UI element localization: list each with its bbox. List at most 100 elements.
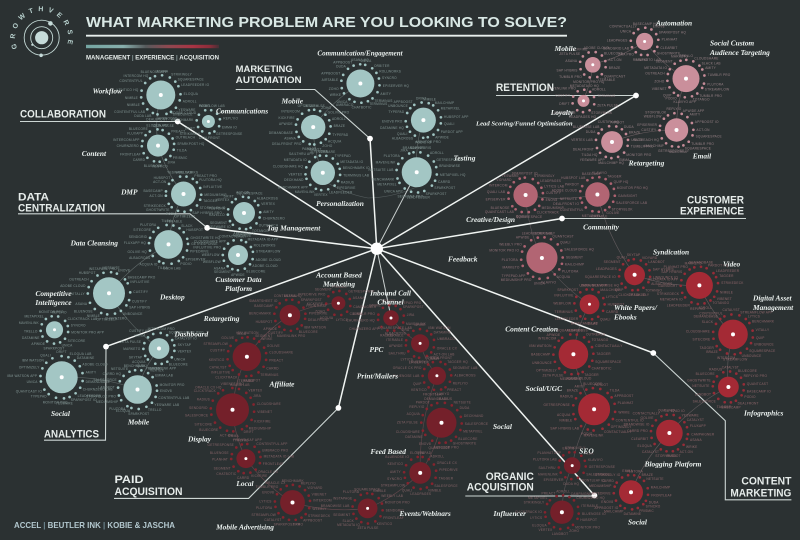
svg-text:VERTEX: VERTEX [178,349,193,353]
svg-text:YESWARE: YESWARE [682,413,699,417]
svg-text:VERTEX: VERTEX [538,528,553,532]
svg-text:SITECORE: SITECORE [68,339,86,343]
svg-text:ACT-ON: ACT-ON [608,58,622,62]
svg-text:INFLUITIVE: INFLUITIVE [554,293,573,297]
svg-text:GETRESPONSE: GETRESPONSE [589,465,615,469]
svg-text:PLANHAT PRO: PLANHAT PRO [664,265,689,269]
svg-text:ENOV8: ENOV8 [160,389,172,393]
svg-text:Loyalty: Loyalty [550,108,574,117]
svg-text:GETRESPONSE: GETRESPONSE [216,132,242,136]
svg-text:MEDIUMSHIP: MEDIUMSHIP [542,206,564,210]
svg-text:RADIUS: RADIUS [439,397,452,401]
svg-text:LEADFEEDER: LEADFEEDER [667,303,691,307]
svg-text:GETRESPONSE: GETRESPONSE [208,443,234,447]
svg-text:Management: Management [752,303,794,312]
svg-text:NIMBLE: NIMBLE [87,314,100,318]
svg-text:QUALI LAB: QUALI LAB [487,190,505,194]
svg-text:QUALI: QUALI [137,364,148,368]
svg-text:ENOV8: ENOV8 [546,198,558,202]
svg-text:LEADFEEDER: LEADFEEDER [716,269,740,273]
svg-text:PARDOT: PARDOT [302,147,316,151]
svg-text:CONTENTFUL: CONTENTFUL [274,294,297,298]
svg-text:OUTREACH: OUTREACH [259,223,279,227]
svg-text:CHURNZERO HQ: CHURNZERO HQ [576,496,605,500]
svg-text:Email: Email [692,152,712,161]
svg-text:PARDOT: PARDOT [416,401,430,405]
svg-text:Ebooks: Ebooks [613,313,637,322]
svg-text:BLUECORE: BLUECORE [738,369,757,373]
svg-text:SITECORE: SITECORE [692,337,710,341]
svg-text:VITALLY: VITALLY [71,292,85,296]
svg-text:MONITOR PRO HQ: MONITOR PRO HQ [617,186,649,190]
svg-text:JIRA: JIRA [400,149,408,153]
svg-text:CUSTIFY: CUSTIFY [132,299,148,303]
svg-text:TILDA: TILDA [610,389,621,393]
svg-text:MEDIUMSHIP: MEDIUMSHIP [589,484,611,488]
svg-text:OPTIMIZELY: OPTIMIZELY [611,425,632,429]
svg-text:Local: Local [235,479,254,488]
svg-text:HUBSPOT: HUBSPOT [79,271,96,275]
svg-text:ENOV8: ENOV8 [601,500,613,504]
svg-text:ADOBE CLOUD: ADOBE CLOUD [60,284,86,288]
svg-text:SALESFORCE: SALESFORCE [465,422,488,426]
svg-text:MEDIUMSHIP PRO: MEDIUMSHIP PRO [501,278,532,282]
svg-text:TERMINUS: TERMINUS [369,102,387,106]
svg-text:PODIO IO: PODIO IO [415,141,431,145]
svg-text:SALESFORCE HQ: SALESFORCE HQ [564,247,594,251]
svg-text:MEDIUMSHIP: MEDIUMSHIP [249,427,271,431]
svg-text:ENOV8: ENOV8 [262,491,274,495]
svg-text:SAILTHRU: SAILTHRU [538,466,556,470]
svg-text:BASECAMP HQ: BASECAMP HQ [633,22,659,26]
svg-text:VIBENET: VIBENET [257,410,272,414]
svg-text:ASANA: ASANA [353,296,365,300]
svg-text:UMBRACO: UMBRACO [437,337,455,341]
svg-text:FLUXAPP: FLUXAPP [127,131,143,135]
svg-text:Influencer: Influencer [493,509,527,518]
svg-text:QUALI HQ: QUALI HQ [658,409,675,413]
svg-text:ACQUIA IO: ACQUIA IO [139,263,157,267]
svg-text:SENDGRID: SENDGRID [129,235,148,239]
svg-text:LYTICS: LYTICS [336,318,348,322]
svg-text:DUDA: DUDA [649,501,660,505]
svg-text:CLEARBIT: CLEARBIT [631,437,648,441]
svg-text:ASANA LAB: ASANA LAB [230,383,249,387]
svg-text:ALBACROSS: ALBACROSS [651,282,672,286]
svg-text:RADIUS: RADIUS [197,397,210,401]
svg-text:APWIDE: APWIDE [516,235,530,239]
svg-text:ALBACROSS: ALBACROSS [257,197,278,201]
svg-text:NETSUITE: NETSUITE [560,197,577,201]
svg-text:CATALYST: CATALYST [723,308,740,312]
svg-text:PIPEDRIVE PRO: PIPEDRIVE PRO [298,293,326,297]
svg-text:GOLIVE HQ: GOLIVE HQ [127,250,147,254]
svg-text:REPLYIO: REPLYIO [409,405,424,409]
svg-text:CENTRALIZATION: CENTRALIZATION [18,203,105,215]
svg-text:MONITOR PRO: MONITOR PRO [416,140,441,144]
svg-text:YESWARE LAB: YESWARE LAB [167,171,192,175]
svg-text:CARRD: CARRD [350,312,363,316]
svg-text:DEALFRONT PRO: DEALFRONT PRO [272,142,302,146]
svg-text:Content Creation: Content Creation [505,325,558,334]
svg-text:CHURNZERO: CHURNZERO [105,317,127,321]
svg-text:CATALYST: CATALYST [264,518,281,522]
svg-text:APWIDE: APWIDE [435,135,449,139]
svg-text:WEBFLOW: WEBFLOW [203,260,221,264]
svg-text:Digital Asset: Digital Asset [752,294,792,303]
svg-text:SKYTAP: SKYTAP [178,343,192,347]
svg-text:QUANTCAST: QUANTCAST [747,382,768,386]
svg-text:RADIUS: RADIUS [709,367,722,371]
svg-text:APPBOOST: APPBOOST [303,519,322,523]
svg-text:REPLYIO: REPLYIO [301,481,316,485]
svg-text:BRAZE: BRAZE [706,350,718,354]
svg-text:QUALI: QUALI [600,317,611,321]
svg-text:KENTICO HQ: KENTICO HQ [117,88,139,92]
svg-text:UNBOUNCE APP: UNBOUNCE APP [579,283,607,287]
svg-text:APPBOOST: APPBOOST [321,71,340,75]
svg-text:AMITY: AMITY [574,385,585,389]
svg-text:UNBOUNCE: UNBOUNCE [742,354,762,358]
svg-text:RADIUS: RADIUS [341,181,354,185]
svg-text:SLACK: SLACK [181,224,193,228]
svg-text:PLANHAT: PLANHAT [212,457,228,461]
svg-text:WEEBLY: WEEBLY [312,507,327,511]
svg-text:MARKETO: MARKETO [502,265,519,269]
svg-text:KICKFIRE: KICKFIRE [571,47,587,51]
